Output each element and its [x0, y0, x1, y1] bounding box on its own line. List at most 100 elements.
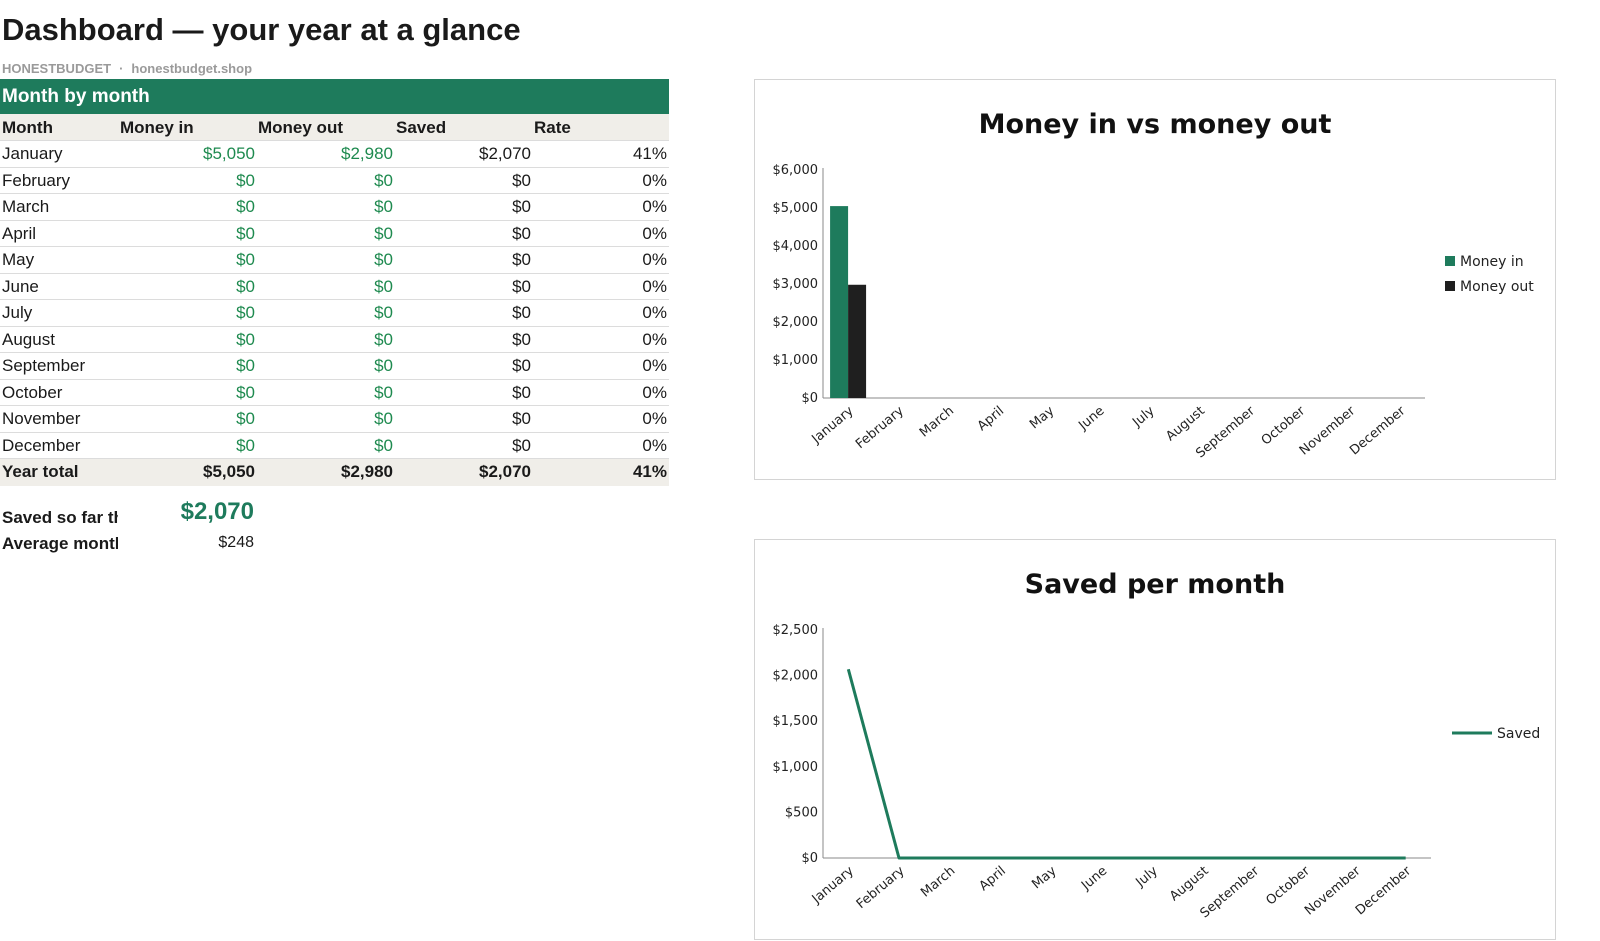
x-tick-label: March — [917, 404, 957, 441]
total-rate: 41% — [632, 462, 667, 481]
cell-saved: $0 — [512, 435, 531, 455]
y-tick-label: $1,000 — [773, 760, 819, 775]
table-total-row: Year total $5,050 $2,980 $2,070 41% — [0, 459, 669, 486]
x-tick-label: May — [1027, 403, 1057, 432]
table-header: Month by month — [0, 79, 669, 114]
x-tick-label: July — [1133, 863, 1162, 890]
column-header-money-out[interactable]: Money out — [258, 118, 343, 137]
saved-per-month-chart: Saved per month $0 $500 $1,000 $1,500 $2,000 $… — [754, 539, 1556, 940]
table-body: January $5,050 $2,980 $2,070 41% February $0 $0… — [0, 141, 669, 459]
legend-label: Saved — [1497, 726, 1540, 742]
cell-month: December — [2, 435, 81, 455]
legend-swatch — [1445, 256, 1455, 266]
cell-money-in: $0 — [236, 435, 255, 455]
y-tick-label: $1,000 — [773, 353, 819, 368]
cell-rate: 0% — [642, 223, 667, 243]
saved-so-far-label: Saved so far this year — [2, 508, 118, 527]
column-header-saved[interactable]: Saved — [396, 118, 447, 137]
column-header-money-in[interactable]: Money in — [120, 118, 194, 137]
x-tick-label: August — [1167, 864, 1211, 905]
y-tick-label: $2,000 — [773, 669, 819, 684]
x-tick-label: December — [1353, 863, 1415, 918]
cell-rate: 0% — [642, 356, 667, 375]
x-tick-label: October — [1259, 403, 1309, 448]
average-monthly-label: Average monthly saved — [2, 534, 118, 553]
column-header-month[interactable]: Month — [2, 118, 53, 137]
cell-money-in: $0 — [236, 250, 255, 269]
cell-month: November — [2, 409, 81, 428]
line-saved — [846, 668, 1406, 860]
cell-saved: $0 — [512, 382, 531, 402]
cell-saved: $0 — [512, 329, 531, 349]
table-row: March $0 $0 $0 0% — [0, 194, 669, 221]
x-tick-label: January — [809, 863, 857, 907]
cell-money-out: $0 — [374, 276, 393, 296]
cell-money-in: $0 — [236, 329, 255, 349]
legend-label: Money out — [1460, 279, 1534, 295]
cell-money-out: $2,980 — [341, 144, 393, 163]
x-tick-label: April — [976, 864, 1008, 895]
cell-money-out: $0 — [374, 382, 393, 402]
cell-saved: $2,070 — [479, 144, 531, 163]
table-row: November $0 $0 $0 0% — [0, 406, 669, 433]
total-money-out: $2,980 — [341, 462, 393, 481]
brand-domain[interactable]: honestbudget.shop — [131, 61, 253, 76]
y-tick-label: $5,000 — [773, 201, 819, 216]
table-row: December $0 $0 $0 0% — [0, 433, 669, 459]
cell-money-in: $0 — [236, 276, 255, 296]
x-tick-label: February — [854, 863, 908, 912]
cell-money-in: $0 — [236, 382, 255, 402]
y-tick-label: $1,500 — [773, 714, 819, 729]
y-tick-label: $2,500 — [773, 623, 819, 638]
column-header-rate[interactable]: Rate — [534, 118, 571, 137]
cell-money-out: $0 — [374, 197, 393, 216]
table-row: June $0 $0 $0 0% — [0, 274, 669, 300]
cell-month: July — [2, 303, 33, 322]
saved-per-month-chart-svg: Saved per month $0 $500 $1,000 $1,500 $2,000 $… — [773, 569, 1541, 921]
cell-rate: 0% — [642, 197, 667, 216]
cell-money-in: $0 — [236, 303, 255, 322]
cell-money-out: $0 — [374, 409, 393, 428]
x-tick-label: August — [1163, 404, 1207, 445]
cell-saved: $0 — [512, 223, 531, 243]
table-row: July $0 $0 $0 0% — [0, 300, 669, 327]
cell-rate: 0% — [642, 276, 667, 296]
cell-rate: 0% — [642, 435, 667, 455]
cell-rate: 0% — [642, 250, 667, 269]
y-tick-label: $0 — [801, 851, 818, 866]
x-tick-label: June — [1078, 864, 1110, 894]
y-tick-label: $4,000 — [773, 239, 819, 254]
cell-month: January — [2, 144, 63, 163]
legend-swatch — [1445, 281, 1455, 291]
cell-month: May — [2, 250, 35, 269]
cell-money-out: $0 — [374, 356, 393, 375]
cell-saved: $0 — [512, 303, 531, 322]
cell-rate: 41% — [632, 144, 667, 163]
cell-money-out: $0 — [374, 303, 393, 322]
cell-month: March — [2, 197, 50, 216]
money-in-vs-out-chart-svg: Money in vs money out $0 $1,000 $2,000 $3,00… — [773, 109, 1535, 461]
table-row: October $0 $0 $0 0% — [0, 380, 669, 406]
x-tick-label: July — [1129, 403, 1158, 430]
brand-name: HONESTBUDGET — [2, 61, 112, 76]
brand-separator: · — [119, 61, 124, 76]
page-title: Dashboard — your year at a glance — [2, 12, 521, 47]
table-row: February $0 $0 $0 0% — [0, 168, 669, 194]
cell-rate: 0% — [642, 409, 667, 428]
cell-saved: $0 — [512, 197, 531, 216]
x-tick-label: January — [808, 403, 856, 447]
cell-rate: 0% — [642, 170, 667, 190]
bar-money-out — [848, 284, 867, 398]
table-column-headers: Month Money in Money out Saved Rate — [0, 114, 669, 141]
table-row: August $0 $0 $0 0% — [0, 327, 669, 353]
cell-saved: $0 — [512, 276, 531, 296]
cell-money-in: $0 — [236, 409, 255, 428]
x-tick-label: June — [1075, 404, 1107, 434]
cell-money-out: $0 — [374, 435, 393, 455]
cell-month: August — [2, 329, 55, 349]
cell-money-in: $0 — [236, 197, 255, 216]
legend-label: Money in — [1460, 254, 1524, 270]
cell-money-in: $0 — [236, 356, 255, 375]
y-tick-label: $500 — [785, 805, 818, 820]
cell-saved: $0 — [512, 409, 531, 428]
